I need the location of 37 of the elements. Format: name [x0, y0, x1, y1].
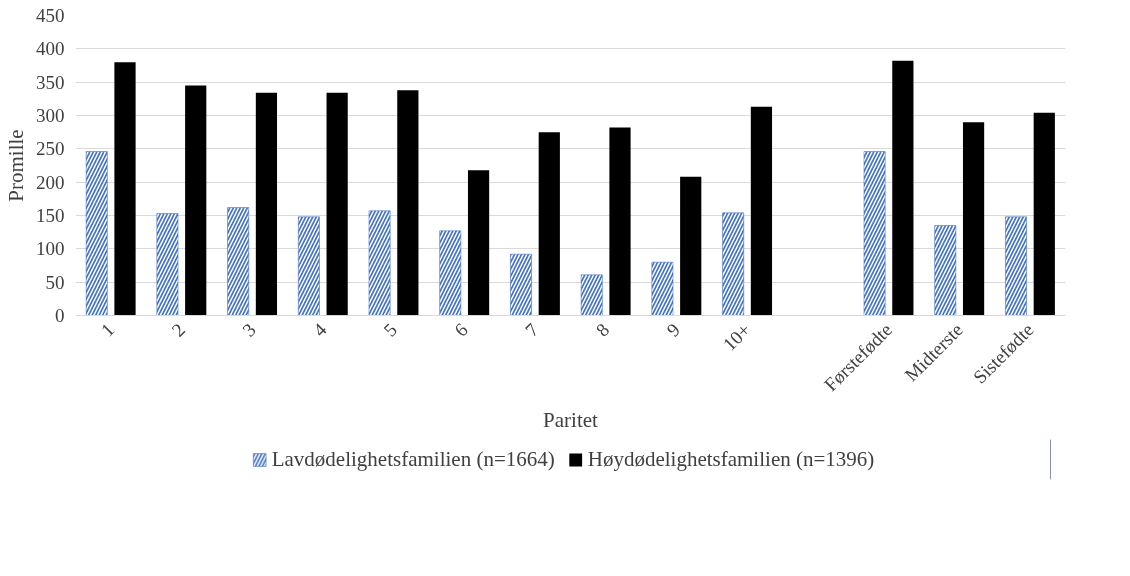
- y-tick-label: 200: [36, 171, 65, 193]
- bar: [1033, 112, 1055, 316]
- x-tick-label: 2: [167, 319, 189, 341]
- y-axis-title: Promille: [4, 129, 28, 202]
- x-tick-label: 3: [238, 319, 260, 341]
- x-tick-label: 4: [308, 318, 331, 341]
- y-tick-label: 250: [36, 138, 65, 160]
- bar: [326, 92, 348, 316]
- y-tick-label: 100: [36, 238, 65, 260]
- y-tick-label: 50: [45, 271, 65, 293]
- y-tick-label: 0: [55, 305, 65, 326]
- bar: [962, 122, 985, 316]
- y-tick-label: 400: [36, 38, 65, 60]
- bar: [185, 85, 207, 316]
- x-axis-title: Paritet: [543, 407, 599, 432]
- bar: [397, 90, 419, 316]
- y-tick-label: 300: [36, 105, 65, 126]
- y-tick-label: 150: [36, 205, 65, 226]
- legend-label: Lavdødelighetsfamilien (n=1664): [271, 446, 555, 472]
- bar: [255, 92, 278, 316]
- bar: [892, 60, 914, 316]
- x-tick-label: 1: [96, 319, 119, 341]
- y-tick-label: 450: [36, 5, 65, 26]
- x-tick-label: 6: [450, 319, 472, 341]
- bar: [538, 132, 560, 316]
- bar: [467, 170, 490, 316]
- x-tick-label: 5: [379, 319, 402, 341]
- x-tick-label: 10+: [718, 319, 755, 355]
- y-tick-label: 350: [36, 71, 65, 93]
- bar: [609, 127, 631, 316]
- x-tick-label: 9: [662, 319, 684, 341]
- x-tick-label: 8: [591, 319, 614, 341]
- bar: [114, 62, 136, 316]
- bar: [680, 176, 702, 316]
- bar: [750, 106, 773, 316]
- legend-label: Høydødelighetsfamilien (n=1396): [587, 446, 875, 472]
- x-tick-label: 7: [521, 319, 543, 341]
